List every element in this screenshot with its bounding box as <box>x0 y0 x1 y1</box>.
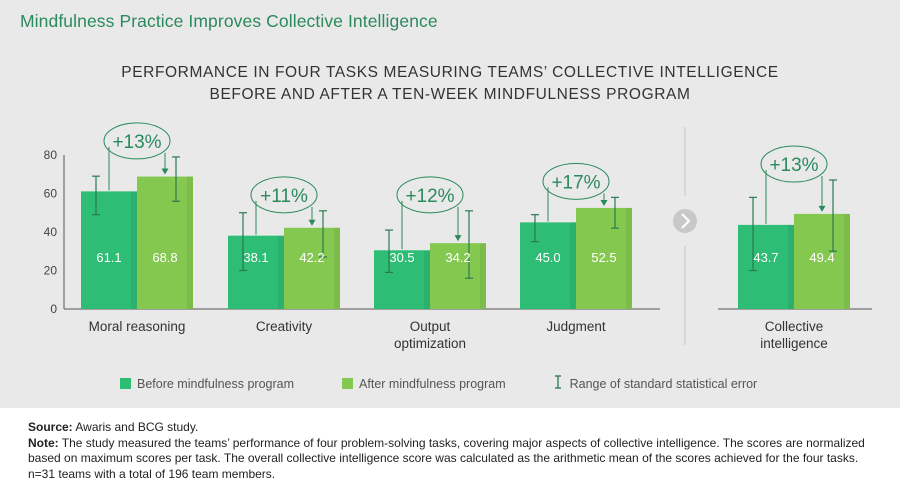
change-bubble <box>250 176 318 214</box>
legend-item-error: Range of standard statistical error <box>554 375 758 392</box>
arrow-head-icon <box>454 235 462 242</box>
arrow-head-icon <box>818 205 826 212</box>
legend-label-before: Before mindfulness program <box>137 376 295 391</box>
value-label-after: 52.5 <box>591 250 616 265</box>
bar-shade <box>424 250 430 309</box>
value-label-after: 68.8 <box>152 250 177 265</box>
category-label: intelligence <box>760 336 828 351</box>
bar-shade <box>278 235 284 309</box>
bar-after <box>430 243 486 309</box>
note-label: Note: <box>28 435 59 450</box>
bar-after <box>137 176 193 309</box>
category-label: Output <box>410 319 451 334</box>
value-label-after: 42.2 <box>299 250 324 265</box>
category-label: Creativity <box>256 319 313 334</box>
y-tick-label: 20 <box>44 264 58 278</box>
bar-before <box>520 222 576 309</box>
value-label-after: 49.4 <box>809 250 834 265</box>
change-label: +11% <box>260 186 308 207</box>
chart-title-line-2: BEFORE AND AFTER A TEN-WEEK MINDFULNESS … <box>209 86 691 103</box>
value-label-before: 30.5 <box>389 250 414 265</box>
value-label-before: 43.7 <box>753 250 778 265</box>
chevron-right-icon <box>681 213 691 229</box>
change-bubble <box>396 176 464 214</box>
y-tick-label: 60 <box>44 187 58 201</box>
source-label: Source: <box>28 420 73 434</box>
legend-label-after: After mindfulness program <box>359 376 506 391</box>
change-label: +13% <box>769 155 818 176</box>
bar-shade <box>570 222 576 309</box>
chart-title-line-1: PERFORMANCE IN FOUR TASKS MEASURING TEAM… <box>121 64 779 81</box>
headline: Mindfulness Practice Improves Collective… <box>20 11 438 31</box>
bar-shade <box>131 191 137 309</box>
legend-swatch-after <box>342 378 354 389</box>
value-label-before: 38.1 <box>243 250 268 265</box>
category-label: optimization <box>394 336 466 351</box>
change-bubble <box>542 162 610 200</box>
error-bar-icon <box>554 375 562 392</box>
bar-shade <box>844 213 850 309</box>
source-text: Awaris and BCG study. <box>72 420 199 434</box>
legend: Before mindfulness program After mindful… <box>120 375 805 392</box>
chevron-circle-icon <box>673 209 697 233</box>
y-tick-label: 40 <box>44 225 58 239</box>
bar-chart: 0 20 40 60 80 61.1 68.8 Moral reasoning +13% 38.1… <box>44 122 872 351</box>
arrow-head-icon <box>600 199 608 206</box>
source-line: Source: Awaris and BCG study. <box>28 420 884 436</box>
y-tick-label: 80 <box>44 148 58 162</box>
legend-item-after: After mindfulness program <box>342 377 506 391</box>
bar-before <box>738 224 794 309</box>
note-line: Note: The study measured the teams’ perf… <box>28 436 884 483</box>
change-bubble <box>760 145 828 183</box>
bar-shade <box>334 227 340 309</box>
arrow-head-icon <box>308 219 316 226</box>
category-label: Judgment <box>546 319 606 334</box>
bar-before <box>81 191 137 309</box>
bar-after <box>576 207 632 309</box>
category-label: Collective <box>765 319 824 334</box>
value-label-before: 61.1 <box>96 250 121 265</box>
bar-before <box>374 250 430 309</box>
change-label: +12% <box>405 186 454 207</box>
notes-panel: Source: Awaris and BCG study. Note: The … <box>0 408 900 496</box>
value-label-after: 34.2 <box>445 250 470 265</box>
arrow-head-icon <box>161 168 169 175</box>
y-tick-label: 0 <box>50 302 57 316</box>
bar-after <box>284 227 340 309</box>
change-label: +17% <box>551 172 600 193</box>
bar-shade <box>626 207 632 309</box>
legend-label-error: Range of standard statistical error <box>569 376 758 391</box>
note-text: The study measured the teams’ performanc… <box>28 435 865 481</box>
legend-swatch-before <box>120 378 131 389</box>
bar-shade <box>480 243 486 309</box>
category-label: Moral reasoning <box>89 319 186 334</box>
value-label-before: 45.0 <box>535 250 560 265</box>
bar-before <box>228 235 284 309</box>
legend-item-before: Before mindfulness program <box>120 377 294 391</box>
bar-after <box>794 213 850 309</box>
bar-shade <box>187 176 193 309</box>
bar-shade <box>788 224 794 309</box>
change-label: +13% <box>112 132 161 153</box>
change-bubble <box>103 122 171 160</box>
